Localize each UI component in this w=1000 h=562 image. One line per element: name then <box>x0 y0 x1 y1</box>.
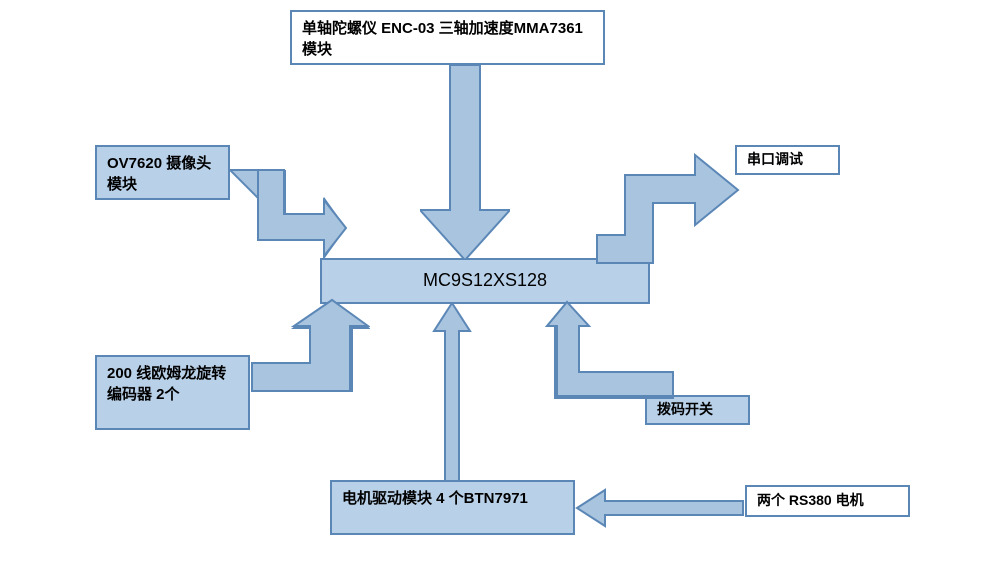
node-serial-label: 串口调试 <box>747 150 803 170</box>
arrow-gyro-to-center <box>420 65 510 260</box>
arrow-camera-to-center-clean <box>228 168 348 273</box>
node-dip-label: 拨码开关 <box>657 400 713 420</box>
node-encoder-label: 200 线欧姆龙旋转编码器 2个 <box>107 363 238 405</box>
node-serial: 串口调试 <box>735 145 840 175</box>
arrow-center-to-serial <box>595 135 740 265</box>
node-camera: OV7620 摄像头模块 <box>95 145 230 200</box>
arrow-driver-to-center <box>432 303 472 481</box>
node-gyro: 单轴陀螺仪 ENC-03 三轴加速度MMA7361 模块 <box>290 10 605 65</box>
node-center-label: MC9S12XS128 <box>423 268 547 293</box>
arrow-dip-to-center <box>545 300 675 400</box>
node-camera-label: OV7620 摄像头模块 <box>107 153 218 195</box>
node-gyro-label: 单轴陀螺仪 ENC-03 三轴加速度MMA7361 模块 <box>302 18 593 60</box>
node-encoder: 200 线欧姆龙旋转编码器 2个 <box>95 355 250 430</box>
node-driver-label: 电机驱动模块 4 个BTN7971 <box>342 488 528 509</box>
arrow-encoder-to-center <box>250 298 370 393</box>
arrow-motor-to-driver <box>575 488 745 528</box>
node-driver: 电机驱动模块 4 个BTN7971 <box>330 480 575 535</box>
node-motor-label: 两个 RS380 电机 <box>757 491 864 511</box>
node-motor: 两个 RS380 电机 <box>745 485 910 517</box>
